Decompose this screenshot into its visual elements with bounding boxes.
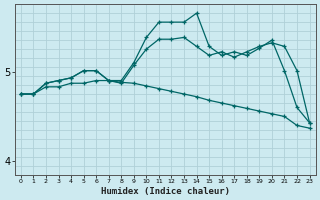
X-axis label: Humidex (Indice chaleur): Humidex (Indice chaleur) <box>101 187 230 196</box>
